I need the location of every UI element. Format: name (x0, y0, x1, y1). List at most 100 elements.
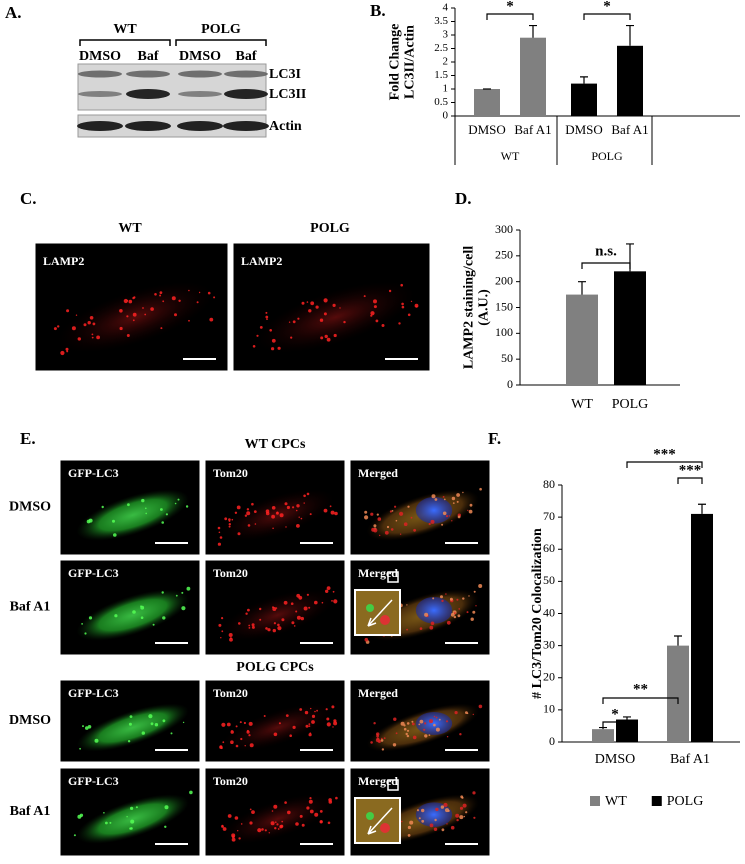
puncta (219, 536, 223, 539)
puncta (182, 721, 185, 724)
puncta (238, 622, 241, 625)
puncta (308, 799, 313, 804)
bar (616, 719, 638, 742)
puncta (472, 713, 474, 716)
label: Baf A1 (514, 122, 551, 137)
nucleus (415, 597, 453, 624)
puncta (432, 597, 435, 600)
puncta (140, 616, 144, 619)
puncta (126, 503, 130, 507)
puncta (150, 307, 154, 311)
puncta (221, 722, 226, 727)
sig-bracket (626, 461, 703, 468)
label: 300 (495, 222, 513, 236)
puncta (442, 496, 445, 498)
puncta (293, 625, 296, 627)
puncta (299, 708, 303, 711)
puncta (297, 317, 300, 320)
puncta (441, 828, 445, 832)
puncta (415, 305, 418, 308)
puncta (429, 625, 434, 630)
label: 3 (443, 29, 449, 41)
puncta (458, 608, 461, 610)
blot-band (126, 89, 170, 99)
puncta (88, 518, 93, 523)
puncta (66, 309, 70, 313)
puncta (460, 795, 464, 799)
puncta (130, 819, 135, 824)
puncta (237, 830, 239, 832)
blot-band (77, 121, 123, 131)
puncta (271, 514, 275, 519)
label: * (603, 0, 611, 14)
puncta (462, 803, 467, 808)
sig-bracket (602, 697, 679, 704)
puncta (377, 740, 381, 743)
label: Tom20 (213, 686, 248, 700)
puncta (468, 595, 470, 597)
puncta (160, 327, 163, 330)
bar (667, 645, 689, 742)
label: Baf (138, 49, 159, 64)
puncta (403, 727, 407, 731)
puncta (465, 811, 468, 814)
label: Tom20 (213, 466, 248, 480)
error-bar (578, 281, 586, 295)
label: POLG CPCs (236, 660, 314, 675)
puncta (441, 599, 444, 603)
puncta (178, 299, 181, 302)
puncta (405, 732, 408, 736)
puncta (228, 523, 231, 526)
inset-arrow (367, 807, 393, 835)
puncta (321, 601, 324, 604)
cell (221, 703, 334, 752)
puncta (235, 744, 239, 748)
puncta (435, 807, 439, 812)
puncta (265, 315, 269, 319)
puncta (129, 827, 132, 830)
puncta (286, 505, 290, 510)
puncta (159, 291, 163, 294)
label: DMSO (565, 122, 603, 137)
puncta (441, 523, 444, 526)
error-bar (580, 76, 588, 84)
puncta (421, 819, 425, 823)
puncta (323, 312, 327, 316)
label: POLG (201, 22, 241, 37)
puncta (148, 714, 153, 719)
puncta (79, 747, 81, 750)
blot-band (177, 121, 223, 131)
label: 0 (443, 110, 449, 122)
label: # LC3/Tom20 Colocalization (530, 528, 545, 699)
puncta (222, 827, 227, 831)
label: ** (633, 681, 648, 697)
puncta (394, 505, 397, 508)
puncta (332, 590, 335, 593)
puncta (60, 350, 65, 356)
puncta (308, 606, 311, 609)
puncta (456, 598, 459, 601)
puncta (177, 498, 180, 501)
label: POLG (591, 149, 623, 163)
label: 4 (443, 2, 449, 14)
puncta (309, 513, 312, 516)
puncta (433, 715, 436, 718)
puncta (331, 600, 333, 602)
puncta (229, 637, 233, 642)
puncta (231, 837, 236, 842)
puncta (311, 720, 315, 724)
puncta (285, 714, 289, 717)
label: F. (488, 429, 501, 448)
puncta (445, 515, 449, 518)
puncta (235, 725, 238, 728)
puncta (228, 633, 233, 637)
puncta (323, 508, 328, 513)
puncta (127, 740, 131, 743)
puncta (309, 797, 312, 800)
label: 20 (543, 670, 555, 684)
puncta (209, 317, 214, 322)
label: Actin (269, 119, 302, 134)
puncta (272, 628, 276, 633)
puncta (478, 584, 483, 588)
